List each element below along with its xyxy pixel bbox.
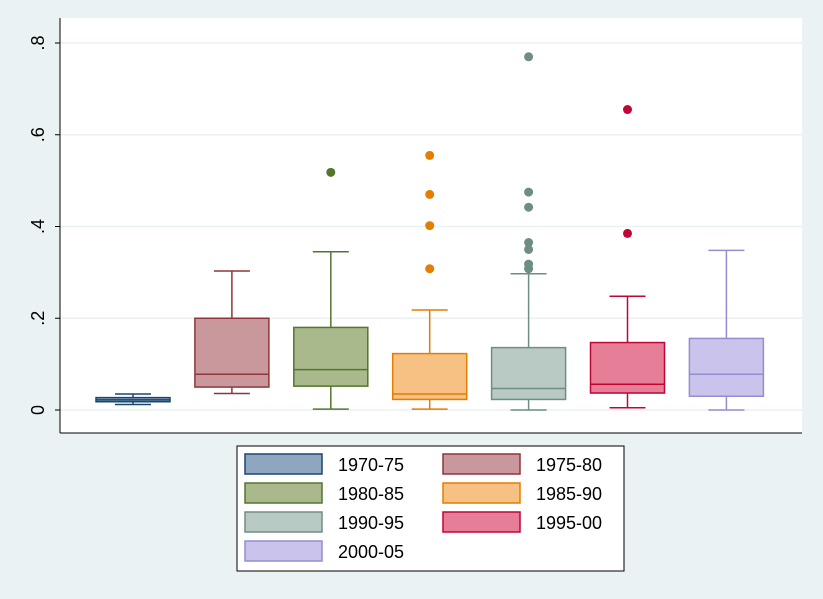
legend-label: 1990-95 [338,513,404,533]
legend-swatch [244,482,323,504]
legend-item: 2000-05 [244,540,404,562]
iqr-box [194,317,270,388]
outlier-point [425,264,435,274]
box-1970-75 [95,393,171,406]
outlier-point [425,189,435,199]
boxes [95,52,765,411]
outlier-point [524,259,534,269]
box-1985-90 [391,150,468,410]
outlier-point [425,150,435,160]
outlier-point [524,187,534,197]
iqr-box [589,341,666,394]
legend-swatch [442,482,521,504]
outlier-point [623,228,632,238]
iqr-box [391,352,468,401]
outlier-point [524,52,534,62]
y-axis-ticks: 0 .2 .4 .6 .8 [28,35,60,415]
legend-swatch [442,453,521,475]
legend: 1970-75 1975-80 1980-85 1985-90 1990-95 1995-… [236,445,625,572]
legend-item: 1975-80 [442,453,602,475]
outlier-point [524,202,534,212]
legend-swatch [244,540,323,562]
legend-swatch [442,511,521,533]
y-tick-label: .6 [28,127,48,142]
legend-label: 1970-75 [338,455,404,475]
outlier-point [524,238,534,248]
y-tick-label: .4 [28,219,48,234]
y-tick-label: .8 [28,35,48,50]
legend-label: 1995-00 [536,513,602,533]
legend-item: 1985-90 [442,482,602,504]
legend-item: 1990-95 [244,511,404,533]
legend-label: 1980-85 [338,484,404,504]
outlier-point [425,221,435,231]
legend-label: 1985-90 [536,484,602,504]
legend-swatch [244,511,323,533]
legend-label: 2000-05 [338,542,404,562]
outlier-point [524,244,534,254]
legend-swatch [244,453,323,475]
outlier-point [623,105,632,115]
box-1990-95 [490,52,567,411]
legend-item: 1970-75 [244,453,404,475]
iqr-box [490,346,567,401]
box-1995-00 [589,105,666,409]
legend-item: 1980-85 [244,482,404,504]
box-2000-05 [688,249,765,411]
iqr-box [293,326,369,387]
outlier-point [326,167,336,177]
legend-item: 1995-00 [442,511,602,533]
y-tick-label: 0 [28,405,48,415]
box-1975-80 [194,270,270,395]
iqr-box [688,337,765,397]
legend-label: 1975-80 [536,455,602,475]
y-tick-label: .2 [28,311,48,326]
box-1980-85 [293,167,369,410]
